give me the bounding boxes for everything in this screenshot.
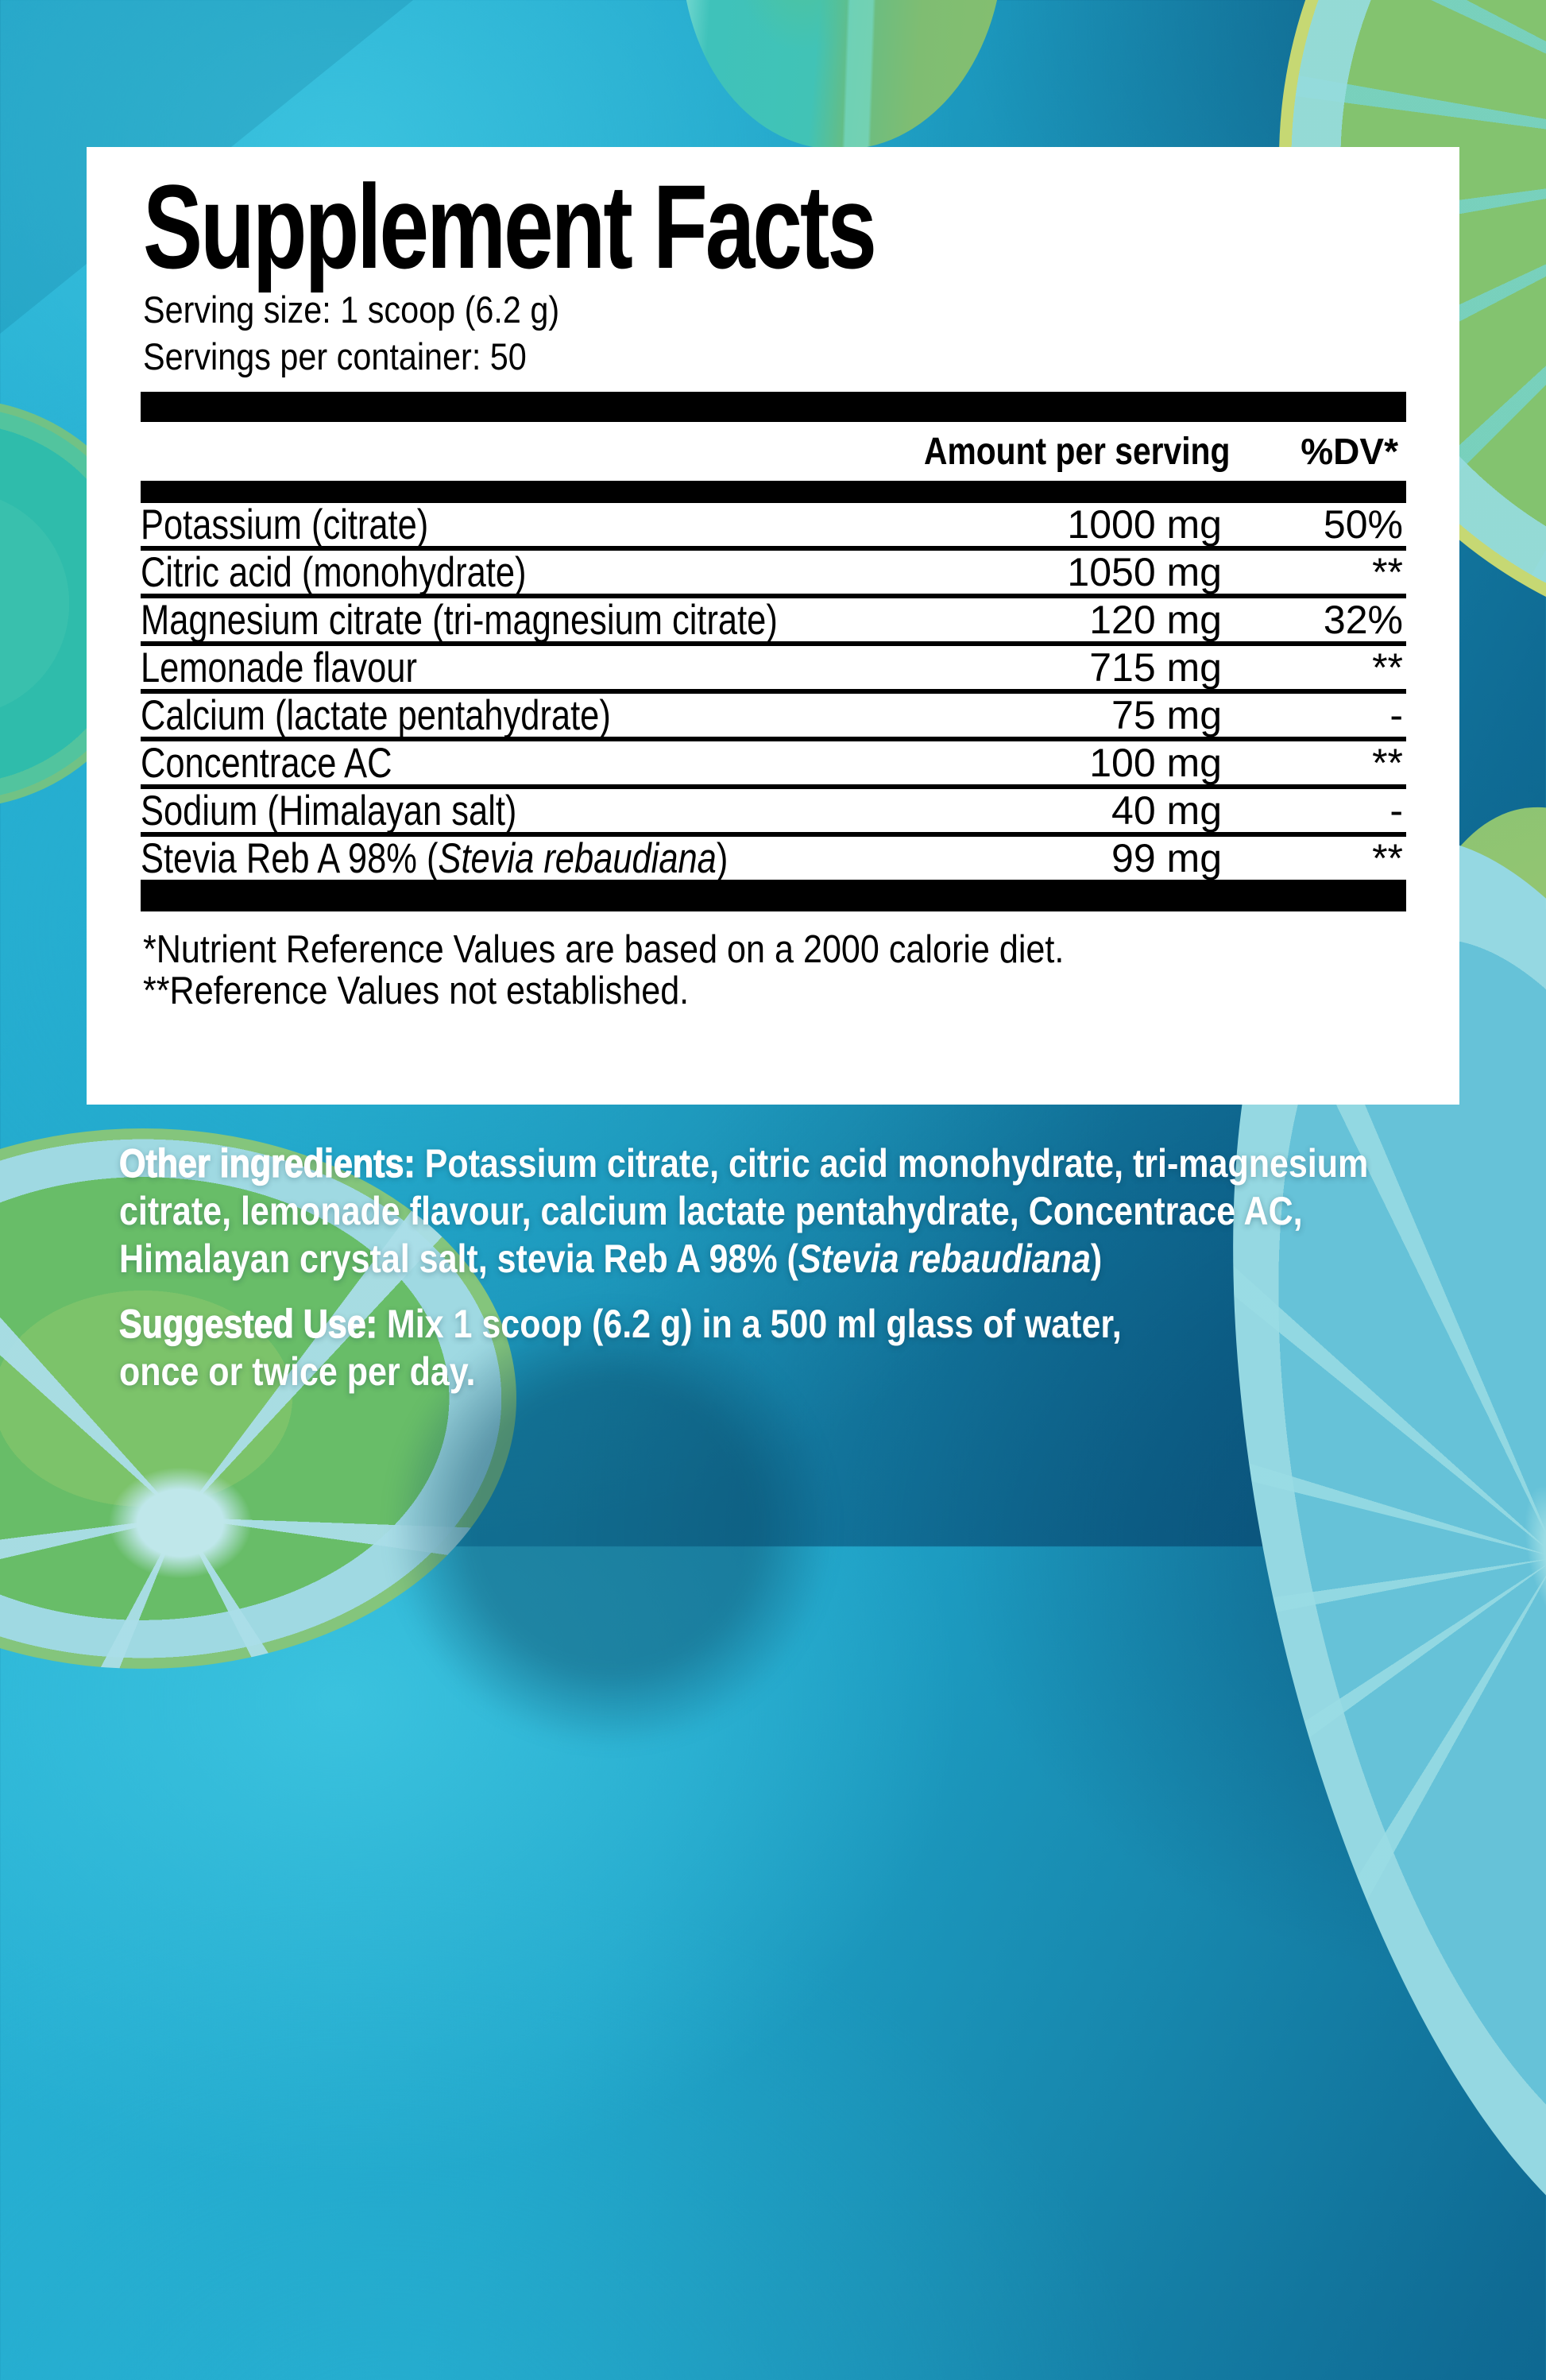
table-row: Magnesium citrate (tri-magnesium citrate… — [141, 596, 1406, 646]
header-amount-label: Amount per serving — [923, 430, 1230, 473]
nutrient-dv: ** — [1372, 836, 1403, 880]
nutrient-dv: ** — [1372, 741, 1403, 785]
nutrient-name: Calcium (lactate pentahydrate) — [141, 691, 611, 739]
table-top-bar — [141, 392, 1406, 422]
nutrient-amount: 75 mg — [1111, 693, 1222, 737]
nutrient-amount: 1000 mg — [1067, 502, 1222, 547]
footnote-nrv: *Nutrient Reference Values are based on … — [143, 928, 1065, 971]
panel-title: Supplement Facts — [143, 160, 877, 293]
table-row: Potassium (citrate) 1000 mg 50% — [141, 501, 1406, 551]
nutrient-name: Lemonade flavour — [141, 644, 417, 691]
nutrient-dv: - — [1389, 693, 1403, 737]
nutrient-amount: 40 mg — [1111, 788, 1222, 833]
other-ingredients-species: Stevia rebaudiana — [798, 1236, 1091, 1281]
table-row: Stevia Reb A 98% (Stevia rebaudiana) 99 … — [141, 834, 1406, 883]
nutrient-name: Sodium (Himalayan salt) — [141, 787, 517, 834]
nutrient-name: Concentrace AC — [141, 739, 392, 787]
table-row: Citric acid (monohydrate) 1050 mg ** — [141, 548, 1406, 598]
table-row: Sodium (Himalayan salt) 40 mg - — [141, 787, 1406, 837]
other-ingredients-text: Potassium citrate, citric acid monohydra… — [415, 1141, 1369, 1186]
nutrient-amount: 1050 mg — [1067, 550, 1222, 594]
table-bottom-bar — [141, 880, 1406, 911]
table-header-divider — [141, 481, 1406, 503]
nutrient-table: Potassium (citrate) 1000 mg 50% Citric a… — [141, 501, 1406, 883]
nutrient-dv: ** — [1372, 550, 1403, 594]
table-row: Concentrace AC 100 mg ** — [141, 739, 1406, 789]
nutrient-name: Potassium (citrate) — [141, 501, 429, 548]
lemon-slice-top-center — [674, 0, 1011, 155]
servings-per-container: Servings per container: 50 — [143, 335, 527, 377]
table-header-row: Amount per serving %DV* — [141, 422, 1406, 481]
other-ingredients-text: ) — [1090, 1236, 1103, 1281]
nutrient-dv: 32% — [1323, 598, 1403, 642]
other-ingredients-line1: Other ingredients: Potassium citrate, ci… — [118, 1140, 1369, 1187]
other-ingredients-label: Other ingredients: — [118, 1140, 415, 1186]
nutrient-dv: ** — [1372, 645, 1403, 690]
nutrient-name-prefix: Stevia Reb A 98% ( — [141, 834, 439, 882]
nutrient-dv: 50% — [1323, 502, 1403, 547]
header-dv-label: %DV* — [1301, 431, 1398, 472]
nutrient-name: Magnesium citrate (tri-magnesium citrate… — [141, 596, 778, 644]
table-row: Lemonade flavour 715 mg ** — [141, 644, 1406, 694]
other-ingredients-text: Himalayan crystal salt, stevia Reb A 98%… — [119, 1236, 798, 1281]
nutrient-name: Stevia Reb A 98% (Stevia rebaudiana) — [141, 834, 937, 883]
suggested-use: Suggested Use: Mix 1 scoop (6.2 g) in a … — [118, 1300, 1122, 1395]
nutrient-amount: 99 mg — [1111, 836, 1222, 880]
nutrient-name: Citric acid (monohydrate) — [141, 548, 527, 596]
suggested-use-label: Suggested Use: — [118, 1301, 377, 1346]
other-ingredients-line2: citrate, lemonade flavour, calcium lacta… — [119, 1189, 1303, 1233]
nutrient-dv: - — [1389, 788, 1403, 833]
nutrient-amount: 120 mg — [1089, 598, 1222, 642]
table-row: Calcium (lactate pentahydrate) 75 mg - — [141, 691, 1406, 741]
suggested-use-line2: once or twice per day. — [119, 1349, 476, 1394]
nutrient-amount: 100 mg — [1089, 741, 1222, 785]
suggested-use-line1: Suggested Use: Mix 1 scoop (6.2 g) in a … — [118, 1300, 1122, 1348]
other-ingredients: Other ingredients: Potassium citrate, ci… — [118, 1140, 1369, 1283]
nutrient-name-species: Stevia rebaudiana — [438, 834, 717, 882]
nutrient-name-suffix: ) — [716, 834, 729, 882]
nutrient-amount: 715 mg — [1089, 645, 1222, 690]
footnote-reference: **Reference Values not established. — [143, 969, 690, 1012]
supplement-facts-panel: Supplement Facts Serving size: 1 scoop (… — [87, 147, 1459, 1105]
suggested-use-text: Mix 1 scoop (6.2 g) in a 500 ml glass of… — [377, 1302, 1122, 1346]
other-ingredients-line3: Himalayan crystal salt, stevia Reb A 98%… — [119, 1235, 1368, 1283]
serving-size: Serving size: 1 scoop (6.2 g) — [143, 288, 560, 331]
